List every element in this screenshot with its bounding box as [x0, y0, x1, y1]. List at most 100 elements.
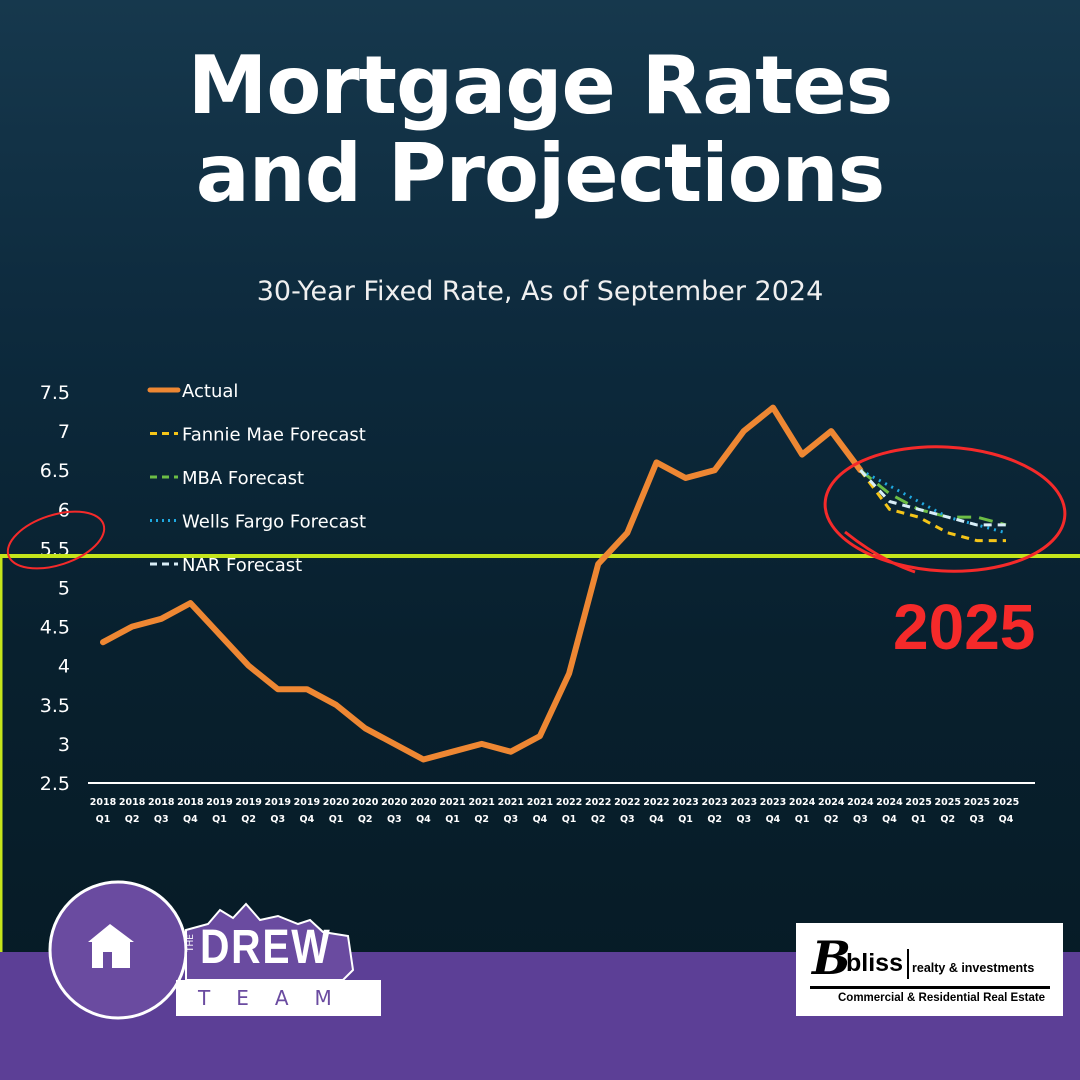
x-tick-quarter: Q2 — [125, 814, 140, 825]
x-tick-year: 2025 — [935, 797, 961, 808]
y-tick-label: 4.5 — [40, 617, 70, 639]
x-tick-year: 2025 — [993, 797, 1019, 808]
logo-team: TEAM — [198, 986, 358, 1010]
x-tick-quarter: Q2 — [824, 814, 839, 825]
x-tick-year: 2023 — [672, 797, 698, 808]
x-tick-quarter: Q2 — [707, 814, 722, 825]
x-tick-quarter: Q2 — [358, 814, 373, 825]
x-tick-year: 2022 — [614, 797, 640, 808]
x-tick-year: 2020 — [323, 797, 350, 808]
x-tick-year: 2024 — [789, 797, 816, 808]
annotation-2025: 2025 — [893, 591, 1036, 663]
x-tick-quarter: Q4 — [416, 814, 431, 825]
x-tick-quarter: Q3 — [620, 814, 635, 825]
x-tick-year: 2020 — [352, 797, 379, 808]
y-tick-label: 7.5 — [40, 382, 70, 404]
drew-team-logo: THE DREW TEAM — [48, 880, 388, 1024]
legend-label: NAR Forecast — [182, 555, 302, 576]
legend-label: Actual — [182, 381, 238, 402]
x-tick-year: 2022 — [585, 797, 611, 808]
x-tick-year: 2019 — [206, 797, 232, 808]
x-tick-year: 2019 — [294, 797, 320, 808]
x-tick-quarter: Q1 — [96, 814, 111, 825]
x-tick-quarter: Q2 — [591, 814, 606, 825]
page-title-line-2: and Projections — [195, 127, 885, 220]
x-tick-quarter: Q1 — [562, 814, 577, 825]
x-tick-year: 2021 — [498, 797, 524, 808]
x-tick-year: 2018 — [90, 797, 117, 808]
x-tick-year: 2022 — [643, 797, 669, 808]
legend-label: MBA Forecast — [182, 468, 304, 489]
x-tick-year: 2018 — [177, 797, 204, 808]
legend-label: Wells Fargo Forecast — [182, 512, 366, 533]
x-tick-quarter: Q4 — [766, 814, 781, 825]
x-tick-quarter: Q3 — [270, 814, 285, 825]
annotation-circle-forecast — [823, 445, 1067, 573]
y-tick-label: 5 — [58, 578, 70, 600]
bliss-wordmark: bliss — [846, 949, 903, 977]
house-icon — [88, 924, 134, 968]
y-tick-label: 4 — [58, 656, 70, 678]
x-tick-quarter: Q4 — [882, 814, 897, 825]
bliss-b-mark: B — [812, 931, 851, 985]
x-tick-quarter: Q4 — [999, 814, 1014, 825]
x-tick-quarter: Q1 — [795, 814, 810, 825]
x-tick-quarter: Q1 — [911, 814, 926, 825]
x-tick-quarter: Q3 — [853, 814, 868, 825]
series-line-nar-forecast — [859, 469, 1006, 527]
x-tick-year: 2025 — [905, 797, 931, 808]
bliss-rule — [810, 986, 1050, 989]
x-tick-quarter: Q2 — [940, 814, 955, 825]
y-tick-label: 3 — [58, 734, 70, 756]
logo-the: THE — [185, 934, 196, 952]
x-tick-quarter: Q2 — [474, 814, 489, 825]
x-tick-year: 2023 — [760, 797, 786, 808]
x-tick-quarter: Q2 — [241, 814, 256, 825]
x-tick-quarter: Q3 — [154, 814, 169, 825]
x-tick-quarter: Q4 — [300, 814, 315, 825]
series-line-fannie-mae-forecast — [859, 469, 1006, 543]
x-tick-quarter: Q3 — [503, 814, 518, 825]
x-tick-quarter: Q1 — [678, 814, 693, 825]
page-title-line-1: Mortgage Rates — [187, 39, 894, 132]
x-tick-year: 2024 — [818, 797, 845, 808]
x-tick-year: 2021 — [439, 797, 465, 808]
x-tick-quarter: Q3 — [736, 814, 751, 825]
x-tick-year: 2021 — [468, 797, 494, 808]
series-line-wells-fargo-forecast — [859, 468, 1007, 535]
annotation-circle-tail — [844, 530, 916, 574]
x-tick-year: 2021 — [527, 797, 553, 808]
bliss-tagline: realty & investments — [912, 961, 1035, 975]
x-tick-year: 2023 — [701, 797, 727, 808]
bliss-separator — [907, 949, 909, 979]
x-tick-quarter: Q3 — [970, 814, 985, 825]
x-tick-year: 2019 — [265, 797, 291, 808]
x-tick-year: 2024 — [847, 797, 874, 808]
x-tick-year: 2020 — [410, 797, 437, 808]
x-tick-year: 2024 — [876, 797, 903, 808]
y-tick-label: 2.5 — [40, 773, 70, 795]
annotation-circle-y-value — [6, 510, 106, 570]
x-tick-quarter: Q1 — [445, 814, 460, 825]
x-tick-year: 2019 — [235, 797, 261, 808]
bliss-subline: Commercial & Residential Real Estate — [838, 992, 1046, 1004]
y-tick-label: 6 — [58, 499, 70, 521]
y-tick-label: 7 — [58, 421, 70, 443]
x-tick-year: 2020 — [381, 797, 408, 808]
x-tick-quarter: Q4 — [183, 814, 198, 825]
x-tick-quarter: Q4 — [649, 814, 664, 825]
x-tick-quarter: Q4 — [533, 814, 548, 825]
logo-drew: DREW — [200, 921, 332, 974]
x-tick-year: 2023 — [731, 797, 757, 808]
x-tick-year: 2018 — [119, 797, 146, 808]
bliss-realty-logo: B bliss realty & investments Commercial … — [796, 923, 1063, 1016]
y-tick-label: 3.5 — [40, 695, 70, 717]
chart-subtitle: 30-Year Fixed Rate, As of September 2024 — [256, 276, 824, 307]
series-line-actual — [100, 404, 864, 763]
series-line-mba-forecast — [859, 469, 1007, 527]
x-tick-year: 2022 — [556, 797, 582, 808]
legend-label: Fannie Mae Forecast — [182, 425, 366, 446]
y-tick-label: 6.5 — [40, 460, 70, 482]
x-tick-quarter: Q1 — [212, 814, 227, 825]
